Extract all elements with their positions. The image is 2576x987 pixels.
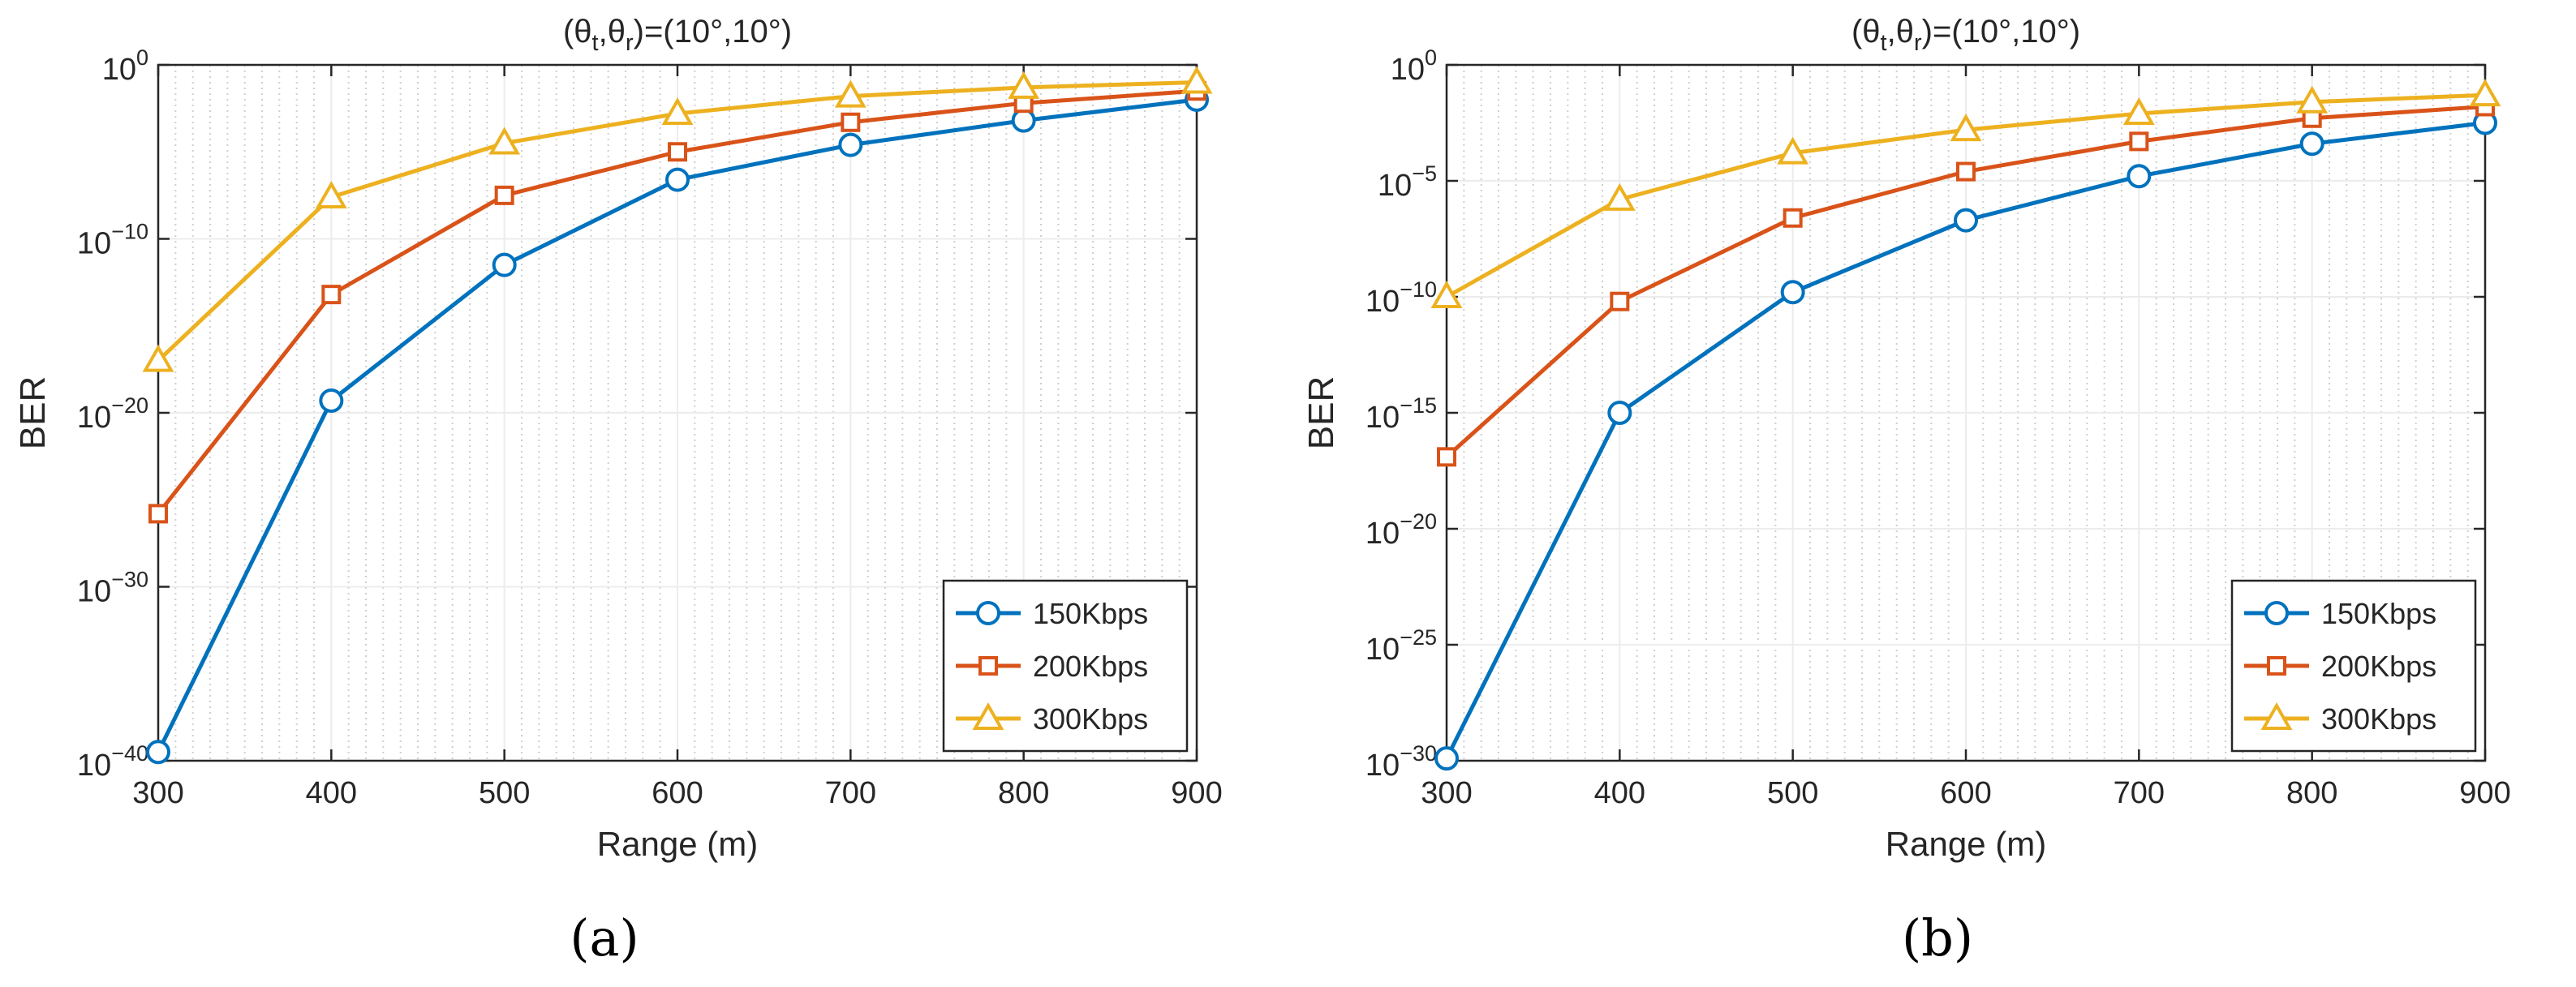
c0-marker-300Kbps — [834, 79, 867, 108]
c1-legend-marker-200Kbps — [2267, 656, 2286, 676]
c0-marker-300Kbps — [142, 344, 174, 372]
c1-series-group — [1430, 79, 2501, 771]
c1-y-axis-label: BER — [1301, 376, 1341, 449]
panel-a: 300 400 500 600 700 800 900 10−40 10−30 10−20 10−1… — [13, 14, 1223, 968]
c0-title: (θt,θr)=(10°,10°) — [563, 14, 792, 56]
c1-marker-300Kbps — [1603, 182, 1636, 211]
panel-a-caption: (a) — [570, 908, 639, 968]
c0-y-tick-label: 10−40 — [77, 741, 148, 783]
c1-marker-150Kbps — [1607, 401, 1632, 425]
c1-legend-label-300Kbps: 300Kbps — [2321, 702, 2436, 736]
c1-marker-300Kbps — [1430, 280, 1463, 308]
c0-legend: 150Kbps 200Kbps 300Kbps — [942, 579, 1189, 753]
c0-x-tick-label: 600 — [652, 776, 703, 810]
c0-marker-200Kbps — [494, 185, 514, 205]
c1-marker-300Kbps — [2469, 79, 2501, 107]
c0-marker-150Kbps — [492, 252, 517, 277]
c1-y-tick-label: 10−25 — [1365, 625, 1437, 667]
c0-x-tick-label: 900 — [1171, 776, 1222, 810]
c1-marker-300Kbps — [2296, 85, 2329, 114]
c1-marker-300Kbps — [2122, 97, 2155, 126]
c1-legend-marker-300Kbps — [2260, 702, 2293, 730]
c0-marker-300Kbps — [488, 127, 521, 155]
c0-y-tick-label: 100 — [102, 45, 148, 87]
panel-b-caption: (b) — [1901, 908, 1974, 968]
c1-marker-200Kbps — [1956, 161, 1976, 182]
c0-series-group — [142, 66, 1213, 765]
c1-y-tick-label: 10−15 — [1365, 393, 1437, 435]
panel-b: 300 400 500 600 700 800 900 10−30 10−25 10−20 10−1… — [1288, 0, 2576, 987]
c1-y-tick-label: 10−5 — [1378, 161, 1437, 203]
c1-legend-label-200Kbps: 200Kbps — [2321, 650, 2436, 683]
c0-marker-200Kbps — [668, 142, 687, 162]
c1-marker-150Kbps — [1954, 208, 1978, 233]
c0-marker-150Kbps — [319, 388, 344, 413]
c0-y-axis-label: BER — [13, 376, 53, 449]
c0-legend-label-200Kbps: 200Kbps — [1033, 650, 1148, 683]
c1-marker-200Kbps — [1610, 291, 1630, 311]
c0-marker-200Kbps — [841, 112, 861, 132]
c1-y-tick-label: 10−20 — [1365, 509, 1437, 551]
c0-legend-marker-150Kbps — [976, 601, 1000, 625]
c1-x-tick-label: 300 — [1421, 776, 1472, 810]
c0-marker-150Kbps — [1011, 108, 1036, 133]
c0-x-axis-label: Range (m) — [597, 825, 758, 863]
chart-b: 300 400 500 600 700 800 900 10−30 10−25 10−20 10−1… — [1301, 14, 2511, 863]
c1-x-tick-label: 700 — [2114, 776, 2165, 810]
c1-legend-marker-150Kbps — [2264, 601, 2289, 625]
c1-y-tick-label: 10−30 — [1365, 741, 1437, 783]
c0-x-tick-label: 800 — [998, 776, 1049, 810]
c0-legend-marker-300Kbps — [972, 702, 1004, 730]
c0-marker-300Kbps — [1180, 66, 1213, 94]
c1-legend: 150Kbps 200Kbps 300Kbps — [2230, 579, 2477, 753]
c0-x-tick-label: 300 — [132, 776, 183, 810]
c1-y-tick-label: 100 — [1391, 45, 1437, 87]
c1-marker-200Kbps — [1783, 208, 1803, 228]
c1-x-tick-label: 600 — [1940, 776, 1991, 810]
c1-marker-150Kbps — [1434, 746, 1459, 771]
c1-x-tick-label: 800 — [2286, 776, 2337, 810]
chart-a: 300 400 500 600 700 800 900 10−40 10−30 10−20 10−1… — [13, 14, 1223, 863]
c0-y-tick-label: 10−30 — [77, 568, 148, 609]
c0-marker-300Kbps — [661, 97, 694, 126]
c1-x-tick-label: 900 — [2459, 776, 2510, 810]
c0-marker-150Kbps — [838, 132, 863, 157]
c0-marker-300Kbps — [1008, 71, 1040, 99]
c0-x-tick-label: 500 — [479, 776, 530, 810]
c0-y-tick-label: 10−20 — [77, 393, 148, 435]
c1-title: (θt,θr)=(10°,10°) — [1851, 14, 2080, 56]
c1-y-tick-label: 10−10 — [1365, 277, 1437, 319]
c0-marker-200Kbps — [321, 285, 342, 305]
c0-legend-label-150Kbps: 150Kbps — [1033, 597, 1148, 630]
c0-legend-marker-200Kbps — [978, 656, 998, 676]
c0-marker-300Kbps — [315, 180, 347, 209]
c1-x-axis-label: Range (m) — [1886, 825, 2046, 863]
c0-legend-label-300Kbps: 300Kbps — [1033, 702, 1148, 736]
c1-marker-150Kbps — [1780, 280, 1805, 305]
c1-marker-200Kbps — [1437, 447, 1456, 467]
c0-marker-150Kbps — [665, 167, 690, 192]
c1-marker-200Kbps — [2129, 131, 2149, 152]
c1-legend-label-150Kbps: 150Kbps — [2321, 597, 2436, 630]
c1-x-tick-label: 500 — [1767, 776, 1818, 810]
c0-marker-200Kbps — [148, 504, 168, 524]
c0-y-tick-label: 10−10 — [77, 220, 148, 261]
c0-marker-150Kbps — [146, 740, 170, 765]
c0-x-tick-label: 700 — [825, 776, 876, 810]
c1-x-tick-label: 400 — [1594, 776, 1645, 810]
c0-x-tick-label: 400 — [306, 776, 357, 810]
c1-marker-150Kbps — [2299, 131, 2324, 157]
c1-marker-300Kbps — [1777, 136, 1809, 165]
c1-marker-300Kbps — [1950, 114, 1982, 142]
c1-marker-150Kbps — [2127, 164, 2152, 189]
